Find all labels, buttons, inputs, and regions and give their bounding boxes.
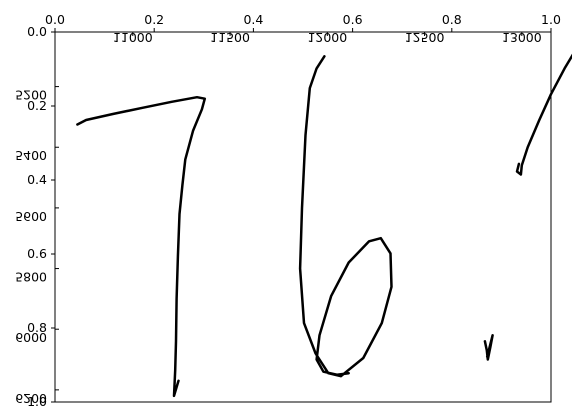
- outer-x-tick-label: 0.6: [343, 12, 363, 27]
- inner-x-tick-label: 12500: [405, 30, 445, 45]
- inner-x-tick-label: 12000: [307, 30, 347, 45]
- stroke-decimal-point: [483, 334, 494, 361]
- stroke-digit-7: [76, 95, 207, 398]
- inner-y-tick-label: 5200: [15, 88, 47, 103]
- outer-y-tick-label: 0.4: [27, 172, 47, 187]
- outer-axis-ticks: 0.0 0.2 0.4 0.6 0.8 1.0 0.0 0.2 0.4 0.6 0.8 1.0: [27, 12, 561, 409]
- outer-x-tick-label: 0.8: [442, 12, 462, 27]
- inner-x-tick-label: 11000: [113, 30, 153, 45]
- inner-y-tick-label: 5600: [15, 209, 47, 224]
- outer-x-tick-label: 0.4: [243, 12, 263, 27]
- inner-axis-ticks: 11000 11500 12000 12500 13000 5200 5400 5600 580…: [15, 30, 542, 406]
- inner-y-tick-label: 6200: [15, 391, 47, 406]
- axes-box: [54, 31, 552, 403]
- outer-x-tick-label: 1.0: [541, 12, 561, 27]
- stroke-digit-1: [515, 53, 572, 176]
- stroke-digit-6: [298, 55, 393, 378]
- outer-y-tick-label: 0.0: [27, 24, 47, 39]
- outer-y-tick-label: 0.6: [27, 246, 47, 261]
- inner-y-tick-label: 6000: [15, 330, 47, 345]
- inner-y-tick-label: 5800: [15, 270, 47, 285]
- inner-x-tick-label: 11500: [210, 30, 250, 45]
- outer-y-tick-label: 0.8: [27, 320, 47, 335]
- outer-x-tick-label: 0.0: [45, 12, 65, 27]
- outer-y-tick-label: 0.2: [27, 98, 47, 113]
- inner-y-tick-label: 5400: [15, 148, 47, 163]
- outer-y-tick-label: 1.0: [27, 394, 47, 409]
- axes-frame: [54, 31, 552, 403]
- ink-strokes: [76, 53, 572, 398]
- outer-x-tick-label: 0.2: [144, 12, 164, 27]
- inner-x-tick-label: 13000: [502, 30, 542, 45]
